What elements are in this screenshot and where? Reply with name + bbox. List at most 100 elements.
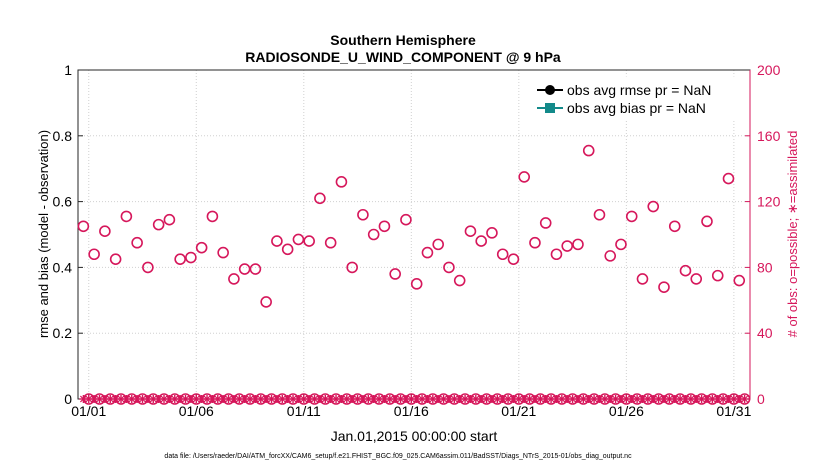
possible-obs-marker [163,213,176,226]
possible-obs-marker [518,171,531,183]
x-tick-label: 01/21 [501,403,536,419]
possible-obs-marker [690,273,703,285]
assimilated-obs-marker [622,395,631,403]
possible-obs-marker [260,296,272,308]
possible-obs-marker [195,241,208,254]
possible-obs-marker [572,238,584,251]
x-tick-label: 01/16 [394,403,429,419]
assimilated-obs-marker [246,395,255,403]
assimilated-obs-marker [213,395,222,403]
y-tick-label: 0.4 [53,259,73,275]
possible-obs-marker [303,235,315,247]
possible-obs-marker [357,208,369,221]
y-axis-label: rmse and bias (model - observation) [36,130,51,338]
x-tick-label: 01/26 [609,403,644,419]
possible-obs-marker [486,227,498,239]
possible-obs-marker [88,248,100,261]
possible-obs-marker [152,218,165,231]
y2-tick-label: 160 [757,128,781,144]
assimilated-obs-marker [482,395,491,403]
possible-obs-marker [507,253,520,265]
y-tick-label: 0 [64,391,72,407]
possible-obs-marker [636,273,649,285]
possible-obs-marker [109,253,122,265]
possible-obs-marker [738,393,751,405]
assimilated-obs-marker [504,395,513,403]
y-tick-label: 0.8 [53,128,73,144]
possible-obs-marker [496,248,509,261]
possible-obs-marker [292,233,305,246]
y2-tick-label: 200 [757,62,781,78]
y2-tick-label: 120 [757,194,781,210]
legend: obs avg rmse pr = NaN obs avg bias pr = … [531,76,744,120]
assimilated-obs-marker [590,395,599,403]
assimilated-obs-marker [568,395,577,403]
possible-obs-marker [625,210,638,223]
possible-obs-marker [432,238,444,251]
possible-obs-marker [120,210,133,223]
assimilated-obs-marker [278,395,287,403]
possible-obs-marker [561,240,574,252]
possible-obs-marker [550,248,563,261]
possible-obs-marker [77,220,90,233]
assimilated-obs-marker [493,395,502,403]
possible-obs-marker [174,253,186,265]
possible-obs-marker [615,238,627,251]
data-file-footer: data file: /Users/raeder/DAI/ATM_forcXX/… [164,453,632,460]
possible-obs-marker [668,220,681,233]
possible-obs-marker [722,172,735,185]
assimilated-obs-marker [106,395,115,403]
data-marks [77,144,751,405]
assimilated-obs-marker [342,395,351,403]
x-axis-label: Jan.01,2015 00:00:00 start [331,428,498,444]
x-tick-label: 01/01 [71,403,106,419]
assimilated-obs-marker [299,395,308,403]
y2-tick-label: 40 [757,325,773,341]
possible-obs-marker [658,281,670,293]
possible-obs-marker [281,243,294,256]
legend-box [531,76,744,120]
legend-rmse-label: obs avg rmse pr = NaN [567,82,711,98]
axis-ticks: 01/01 01/06 01/11 01/16 01/21 01/26 01/31 0 0.2 0… [53,62,781,419]
possible-obs-marker [335,176,348,188]
possible-obs-marker [410,278,423,290]
possible-obs-marker [733,274,746,287]
possible-obs-marker [647,200,660,213]
possible-obs-marker [389,268,401,280]
possible-obs-marker [539,217,552,229]
legend-rmse-marker [545,85,555,95]
chart-title-group: Southern Hemisphere RADIOSONDE_U_WIND_CO… [245,32,561,65]
possible-obs-marker [142,261,154,274]
possible-obs-marker [314,192,326,205]
possible-obs-marker [185,251,197,264]
y-tick-label: 0.6 [53,194,73,210]
possible-obs-marker [217,246,229,259]
x-tick-label: 01/06 [179,403,214,419]
assimilated-obs-marker [375,395,384,403]
possible-obs-marker [679,264,692,277]
chart-title: Southern Hemisphere [330,32,476,48]
chart-subtitle: RADIOSONDE_U_WIND_COMPONENT @ 9 hPa [245,49,561,65]
x-tick-label: 01/11 [287,403,321,419]
assimilated-obs-marker [396,395,405,403]
possible-obs-marker [324,236,337,249]
possible-obs-marker [604,250,617,262]
possible-obs-marker [206,210,219,223]
possible-obs-marker [475,235,488,247]
possible-obs-marker [400,213,412,226]
x-tick-label: 01/31 [716,403,751,419]
possible-obs-marker [582,144,595,157]
possible-obs-marker [421,246,434,259]
possible-obs-marker [249,263,262,275]
possible-obs-marker [131,236,143,249]
possible-obs-marker [593,208,606,221]
y2-axis-label: # of obs: o=possible; ∗=assimilated [785,131,800,338]
y-tick-label: 1 [64,62,72,78]
possible-obs-marker [99,225,111,238]
possible-obs-marker [711,269,724,282]
y2-tick-label: 80 [757,259,773,275]
possible-obs-marker [529,236,541,249]
assimilated-obs-marker [117,395,126,403]
possible-obs-marker [464,225,477,238]
